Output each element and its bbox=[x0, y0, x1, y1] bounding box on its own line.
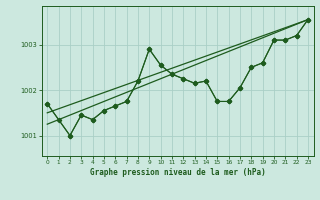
X-axis label: Graphe pression niveau de la mer (hPa): Graphe pression niveau de la mer (hPa) bbox=[90, 168, 266, 177]
